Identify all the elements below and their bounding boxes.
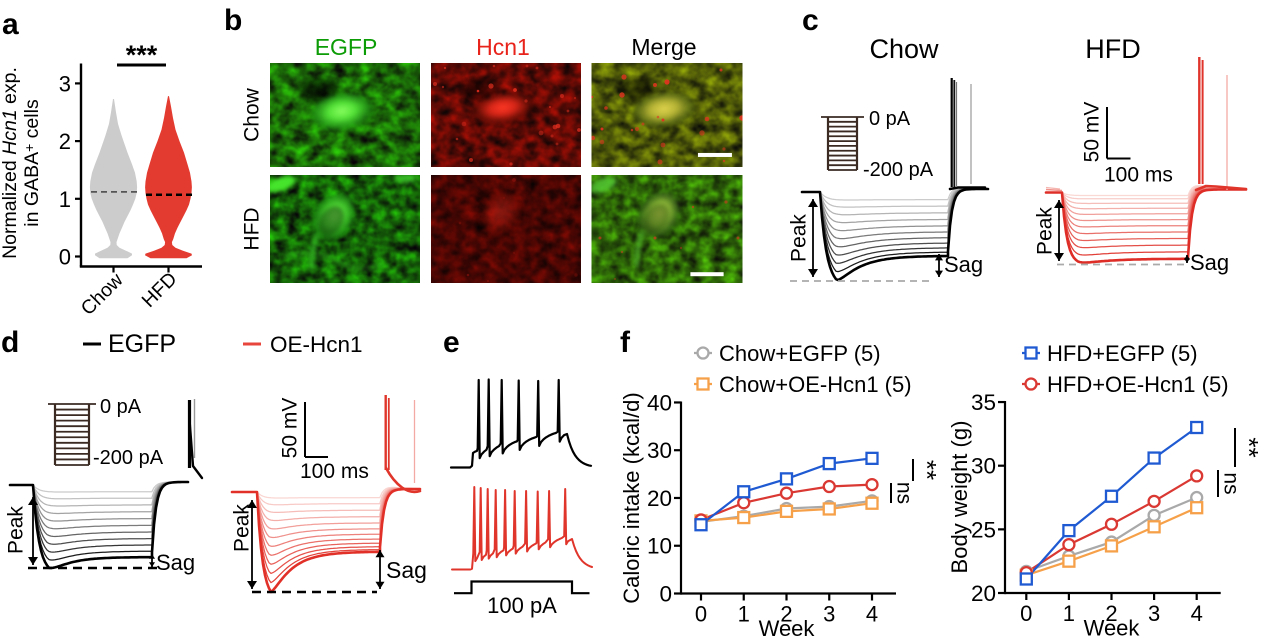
svg-text:3: 3: [59, 71, 71, 96]
svg-text:2: 2: [1105, 601, 1117, 626]
svg-text:20: 20: [971, 581, 996, 606]
svg-text:Body weight (g): Body weight (g): [947, 421, 972, 574]
svg-text:ns: ns: [1219, 472, 1242, 494]
svg-text:3: 3: [1148, 601, 1160, 626]
svg-text:100 pA: 100 pA: [487, 593, 557, 618]
svg-text:2: 2: [59, 129, 71, 154]
svg-text:e: e: [443, 326, 460, 359]
svg-text:Chow: Chow: [869, 34, 939, 64]
svg-text:1: 1: [738, 602, 750, 627]
svg-text:Merge: Merge: [631, 34, 696, 60]
svg-text:4: 4: [866, 602, 878, 627]
svg-text:OE-Hcn1: OE-Hcn1: [270, 332, 363, 357]
svg-text:40: 40: [647, 390, 672, 415]
svg-text:ns: ns: [892, 482, 915, 504]
svg-text:1: 1: [1063, 601, 1075, 626]
svg-text:Peak: Peak: [1034, 207, 1057, 255]
svg-text:30: 30: [971, 454, 996, 479]
svg-text:0 pA: 0 pA: [869, 108, 911, 130]
svg-text:Sag: Sag: [156, 550, 195, 575]
svg-text:Week: Week: [1084, 616, 1141, 641]
svg-text:1: 1: [59, 187, 71, 212]
svg-text:d: d: [1, 326, 19, 359]
svg-text:20: 20: [647, 486, 672, 511]
svg-text:Normalized Hcn1 exp.: Normalized Hcn1 exp.: [0, 67, 21, 259]
svg-text:25: 25: [971, 517, 996, 542]
svg-text:Sag: Sag: [944, 252, 983, 277]
svg-text:Chow+EGFP (5): Chow+EGFP (5): [719, 341, 881, 366]
svg-text:50 mV: 50 mV: [279, 398, 302, 459]
svg-text:***: ***: [126, 40, 158, 70]
svg-text:0: 0: [695, 602, 707, 627]
svg-text:35: 35: [971, 390, 996, 415]
svg-text:-200 pA: -200 pA: [93, 447, 164, 469]
svg-text:30: 30: [647, 438, 672, 463]
svg-text:Sag: Sag: [1190, 250, 1229, 275]
svg-text:Chow: Chow: [241, 87, 264, 142]
svg-text:HFD+EGFP (5): HFD+EGFP (5): [1047, 341, 1198, 366]
svg-text:EGFP: EGFP: [108, 330, 176, 358]
svg-text:HFD+OE-Hcn1 (5): HFD+OE-Hcn1 (5): [1047, 372, 1229, 397]
svg-text:0: 0: [1020, 601, 1032, 626]
svg-text:a: a: [2, 8, 19, 41]
svg-text:Week: Week: [759, 616, 816, 641]
svg-text:0: 0: [59, 245, 71, 270]
svg-text:HFD: HFD: [1085, 34, 1141, 64]
svg-text:**: **: [1234, 437, 1264, 457]
svg-text:in GABA+ cells: in GABA+ cells: [21, 99, 43, 227]
svg-text:-200 pA: -200 pA: [863, 159, 934, 181]
svg-text:100 ms: 100 ms: [1104, 164, 1173, 187]
svg-text:3: 3: [823, 602, 835, 627]
svg-text:4: 4: [1191, 601, 1203, 626]
svg-text:Peak: Peak: [5, 506, 28, 554]
svg-text:Chow+OE-Hcn1 (5): Chow+OE-Hcn1 (5): [719, 372, 912, 397]
svg-text:2: 2: [780, 602, 792, 627]
svg-text:b: b: [224, 4, 242, 37]
svg-text:HFD: HFD: [241, 207, 264, 250]
svg-text:0: 0: [659, 582, 672, 607]
svg-text:Hcn1: Hcn1: [476, 34, 530, 60]
svg-text:c: c: [802, 4, 819, 37]
svg-text:0 pA: 0 pA: [100, 396, 142, 418]
svg-text:f: f: [620, 326, 631, 359]
svg-text:Peak: Peak: [231, 504, 254, 552]
svg-text:EGFP: EGFP: [315, 34, 378, 60]
svg-text:50 mV: 50 mV: [1081, 102, 1104, 163]
svg-text:100 ms: 100 ms: [300, 460, 369, 483]
svg-text:Peak: Peak: [788, 214, 811, 262]
svg-text:10: 10: [647, 534, 672, 559]
svg-text:Sag: Sag: [386, 557, 427, 583]
svg-text:Chow: Chow: [77, 268, 128, 319]
svg-text:HFD: HFD: [138, 268, 182, 312]
svg-text:Caloric intake (kcal/d): Caloric intake (kcal/d): [619, 392, 644, 604]
svg-text:**: **: [912, 460, 942, 480]
